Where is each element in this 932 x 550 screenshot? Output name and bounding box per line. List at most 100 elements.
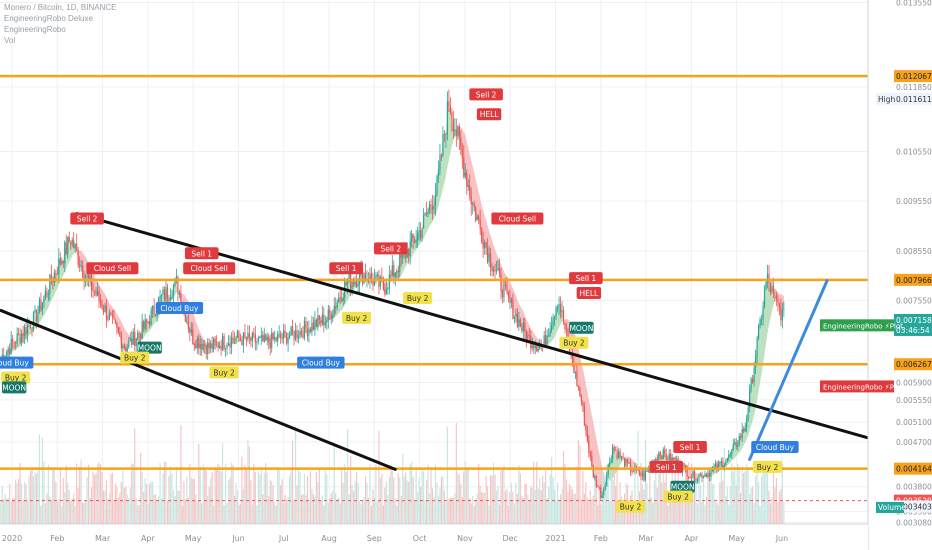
time-tick-label: Feb [50,534,64,543]
candle-body [531,345,533,349]
candle-body [104,305,106,313]
candle-body [213,338,215,350]
candle-body [55,272,57,274]
candle-body [153,305,155,315]
volume-bar [338,497,340,524]
legend-indicator-2[interactable]: EngineeringRobo [4,25,66,34]
signal-text: Sell 1 [191,249,212,258]
volume-bar [728,504,730,524]
candle-body [305,321,307,329]
candle-body [756,338,758,358]
volume-bar [335,493,337,524]
volume-bar [591,499,593,524]
candle-body [271,332,273,349]
candle-body [504,284,507,286]
volume-bar [472,495,474,524]
candle-body [565,329,568,331]
signal-box [297,356,345,369]
volume-bar [555,500,557,524]
candle-body [7,348,9,352]
volume-bar [428,493,431,524]
volume-bar [530,486,532,524]
candle-body [527,335,529,343]
candle-body [320,320,322,324]
candle-body [615,449,617,451]
candle-body [618,451,620,459]
candle-body [274,337,276,340]
candle-body [673,457,675,460]
candle-body [552,317,554,326]
volume-bar [722,480,724,524]
candle-body [640,474,642,477]
signal-red: Cloud Sell [183,262,236,275]
volume-bar [65,465,67,524]
candle-body [318,315,320,321]
signal-box [569,272,603,285]
signal-red: HELL [476,108,502,121]
candle-body [221,336,224,351]
candle-body [427,210,429,214]
candle-body [556,307,559,309]
volume-bar [466,467,468,524]
volume-bar [10,501,12,524]
candle-body [174,278,176,286]
volume-bar [600,504,602,524]
volume-bar [515,483,517,524]
volume-bar [290,469,292,524]
signal-text: Buy 2 [620,503,642,512]
volume-bar [117,497,119,524]
volume-bar [597,504,599,524]
volume-bar [180,425,182,524]
candle-body [283,330,285,339]
candle-body [219,345,221,349]
volume-bar [425,480,428,524]
candle-body [661,455,663,460]
support-resistance-levels [0,74,868,502]
volume-bar [610,474,612,524]
volume-bar [13,498,15,524]
legend-indicator-3[interactable]: Vol [4,36,16,45]
legend-indicator-1[interactable]: EngineeringRobo Deluxe [4,14,93,23]
volume-bar [16,483,18,524]
candle-body [135,338,137,346]
candle-body [347,281,349,285]
candle-body [415,240,417,243]
candle-body [314,319,316,330]
volume-bar [549,474,551,524]
volume-bar [22,499,24,524]
volume-bar [644,439,647,524]
volume-bar [628,505,630,524]
signal-box [559,336,589,349]
candle-body [501,290,504,298]
volume-bar [297,467,300,524]
volume-bar [90,487,93,524]
candle-body [632,471,635,473]
volume-bar [96,464,99,524]
volume-bar [579,445,581,524]
signal-blue: Cloud Buy [751,441,799,454]
volume-bar [682,488,684,524]
volume-bar [360,503,362,524]
volume-bar [668,498,670,524]
signal-text: Sell 1 [680,443,701,452]
volume-bar [202,464,204,524]
volume-bar [500,470,502,524]
candle-body [622,456,624,458]
volume-bar [777,502,779,524]
volume-bar [223,505,225,524]
volume-bar [615,485,617,524]
candle-body [47,293,49,295]
volume-bar [673,499,675,524]
volume-bar [317,481,319,524]
candle-body [561,310,563,313]
signal-teal: MOON [1,381,27,394]
level-price-tag [894,273,932,286]
signal-box [753,460,783,473]
signal-text: Cloud Buy [0,359,29,368]
candle-body [609,462,611,465]
signal-text: MOON [671,483,695,492]
signal-box [649,460,684,473]
candle-body [425,212,428,214]
volume-bar [250,479,252,524]
